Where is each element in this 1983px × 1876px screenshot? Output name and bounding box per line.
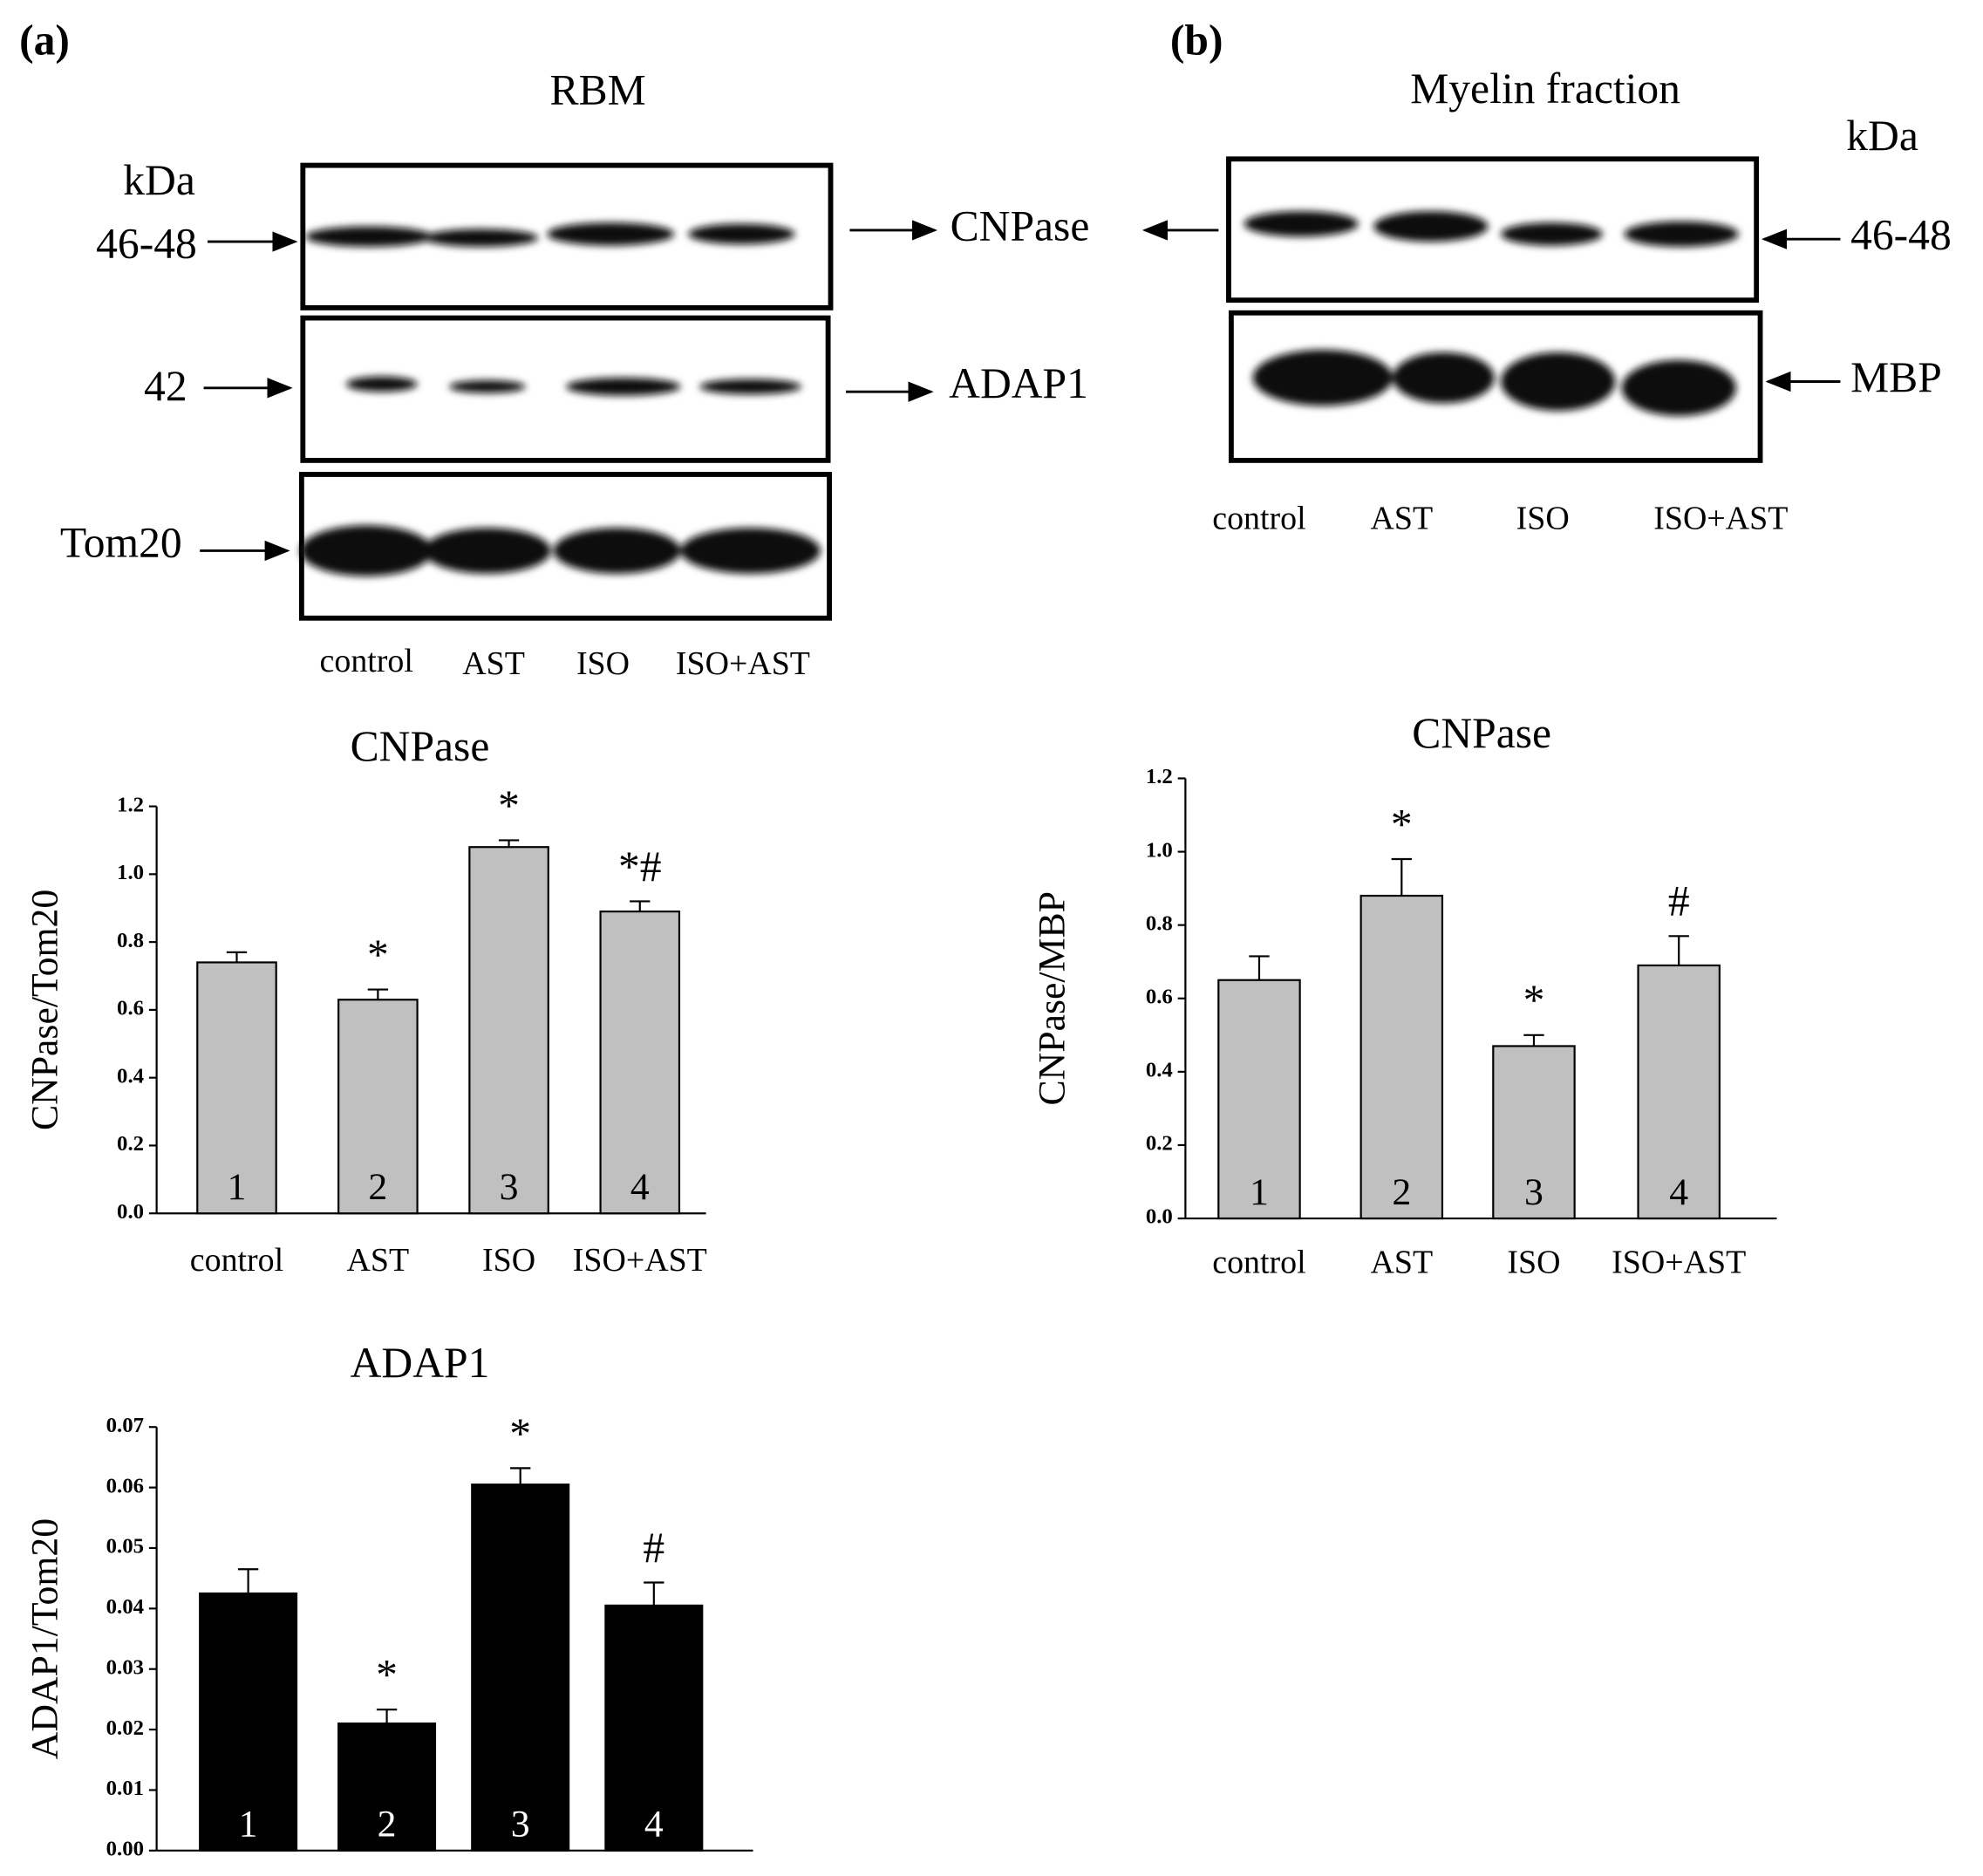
blot-title: Myelin fraction: [1410, 65, 1680, 113]
bar: [1637, 964, 1721, 1220]
significance-mark: #: [1668, 877, 1690, 925]
significance-mark: *: [376, 1651, 398, 1699]
unit-label: kDa: [123, 156, 195, 204]
significance-mark: *: [367, 931, 389, 979]
lane-label: control: [320, 643, 413, 679]
y-tick-label: 0.00: [106, 1838, 144, 1861]
x-tick-label: ISO+AST: [573, 1242, 707, 1279]
bar-number: 1: [239, 1804, 258, 1845]
protein-label: MBP: [1850, 353, 1942, 401]
bar: [468, 846, 549, 1215]
x-tick-label: ISO: [482, 1242, 535, 1279]
panel-label: (a): [19, 16, 70, 64]
y-tick-label: 0.07: [106, 1414, 144, 1437]
x-tick-label: ISO: [1507, 1245, 1560, 1281]
significance-mark: *: [1391, 800, 1413, 848]
lane-label: AST: [462, 645, 525, 682]
significance-mark: *: [509, 1409, 531, 1457]
chart-title: ADAP1: [351, 1339, 490, 1387]
lane-label: ISO+AST: [676, 645, 810, 682]
y-axis-label: CNPase/Tom20: [24, 890, 66, 1130]
bar-number: 2: [368, 1166, 387, 1208]
bar: [604, 1604, 704, 1852]
y-tick-label: 0.05: [106, 1535, 144, 1559]
bar: [337, 1723, 437, 1852]
y-tick-label: 1.2: [1146, 765, 1173, 788]
bar-number: 4: [1669, 1171, 1688, 1213]
y-tick-label: 0.4: [117, 1064, 144, 1088]
bar-number: 2: [1392, 1171, 1411, 1213]
x-tick-label: ISO+AST: [1612, 1245, 1746, 1281]
bar-number: 4: [630, 1166, 650, 1208]
x-tick-label: control: [190, 1242, 283, 1279]
protein-label: Tom20: [60, 518, 182, 566]
bar-number: 3: [500, 1166, 519, 1208]
lane-label: ISO: [576, 645, 630, 682]
blot-title: RBM: [550, 65, 646, 113]
lane-label: AST: [1370, 501, 1433, 537]
protein-label: ADAP1: [949, 359, 1088, 407]
y-tick-label: 0.03: [106, 1655, 144, 1679]
significance-mark: *: [1523, 976, 1545, 1024]
kda-label: 42: [144, 362, 187, 410]
protein-label: CNPase: [951, 201, 1090, 249]
y-tick-label: 0.8: [117, 929, 144, 952]
bar: [199, 1592, 298, 1852]
lane-label: ISO+AST: [1653, 501, 1788, 537]
y-axis-label: ADAP1/Tom20: [24, 1518, 66, 1759]
lane-label: ISO: [1516, 501, 1570, 537]
kda-label: 46-48: [96, 220, 197, 268]
y-tick-label: 0.01: [106, 1777, 144, 1800]
bar: [1359, 894, 1444, 1220]
lane-label: control: [1212, 501, 1305, 537]
bar: [337, 999, 419, 1215]
unit-label: kDa: [1846, 112, 1918, 160]
y-tick-label: 1.0: [117, 861, 144, 884]
panel-label: (b): [1170, 16, 1223, 64]
x-tick-label: AST: [347, 1242, 410, 1279]
bar: [471, 1484, 570, 1852]
significance-mark: *: [498, 781, 520, 829]
y-tick-label: 0.0: [117, 1200, 144, 1224]
y-axis-label: CNPase/MBP: [1032, 891, 1073, 1105]
significance-mark: *#: [618, 842, 662, 890]
chart-title: CNPase: [1412, 709, 1551, 757]
bar: [599, 911, 681, 1215]
y-tick-label: 0.06: [106, 1474, 144, 1497]
bar: [1217, 979, 1301, 1220]
bar-number: 2: [378, 1804, 397, 1845]
kda-label: 46-48: [1850, 211, 1952, 259]
blot-bands: [300, 222, 821, 576]
y-tick-label: 0.4: [1146, 1059, 1173, 1082]
y-tick-label: 0.04: [106, 1595, 144, 1619]
bar: [1492, 1045, 1576, 1220]
bar-number: 4: [644, 1804, 664, 1845]
y-tick-label: 0.6: [1146, 985, 1173, 1008]
y-tick-label: 0.6: [117, 997, 144, 1020]
y-tick-label: 1.2: [117, 793, 144, 816]
x-tick-label: AST: [1370, 1245, 1433, 1281]
significance-mark: #: [643, 1524, 664, 1572]
chart-title: CNPase: [351, 722, 490, 770]
bar-number: 3: [1524, 1171, 1543, 1213]
bar-number: 1: [1250, 1171, 1269, 1213]
y-tick-label: 0.2: [117, 1132, 144, 1156]
x-tick-label: control: [1212, 1245, 1305, 1281]
y-tick-label: 0.0: [1146, 1205, 1173, 1229]
bar: [196, 961, 277, 1215]
y-tick-label: 0.2: [1146, 1132, 1173, 1156]
y-tick-label: 0.8: [1146, 911, 1173, 935]
y-tick-label: 1.0: [1146, 838, 1173, 862]
y-tick-label: 0.02: [106, 1716, 144, 1740]
blot-bands: [1244, 211, 1739, 416]
bar-number: 1: [228, 1166, 247, 1208]
bar-number: 3: [511, 1804, 530, 1845]
